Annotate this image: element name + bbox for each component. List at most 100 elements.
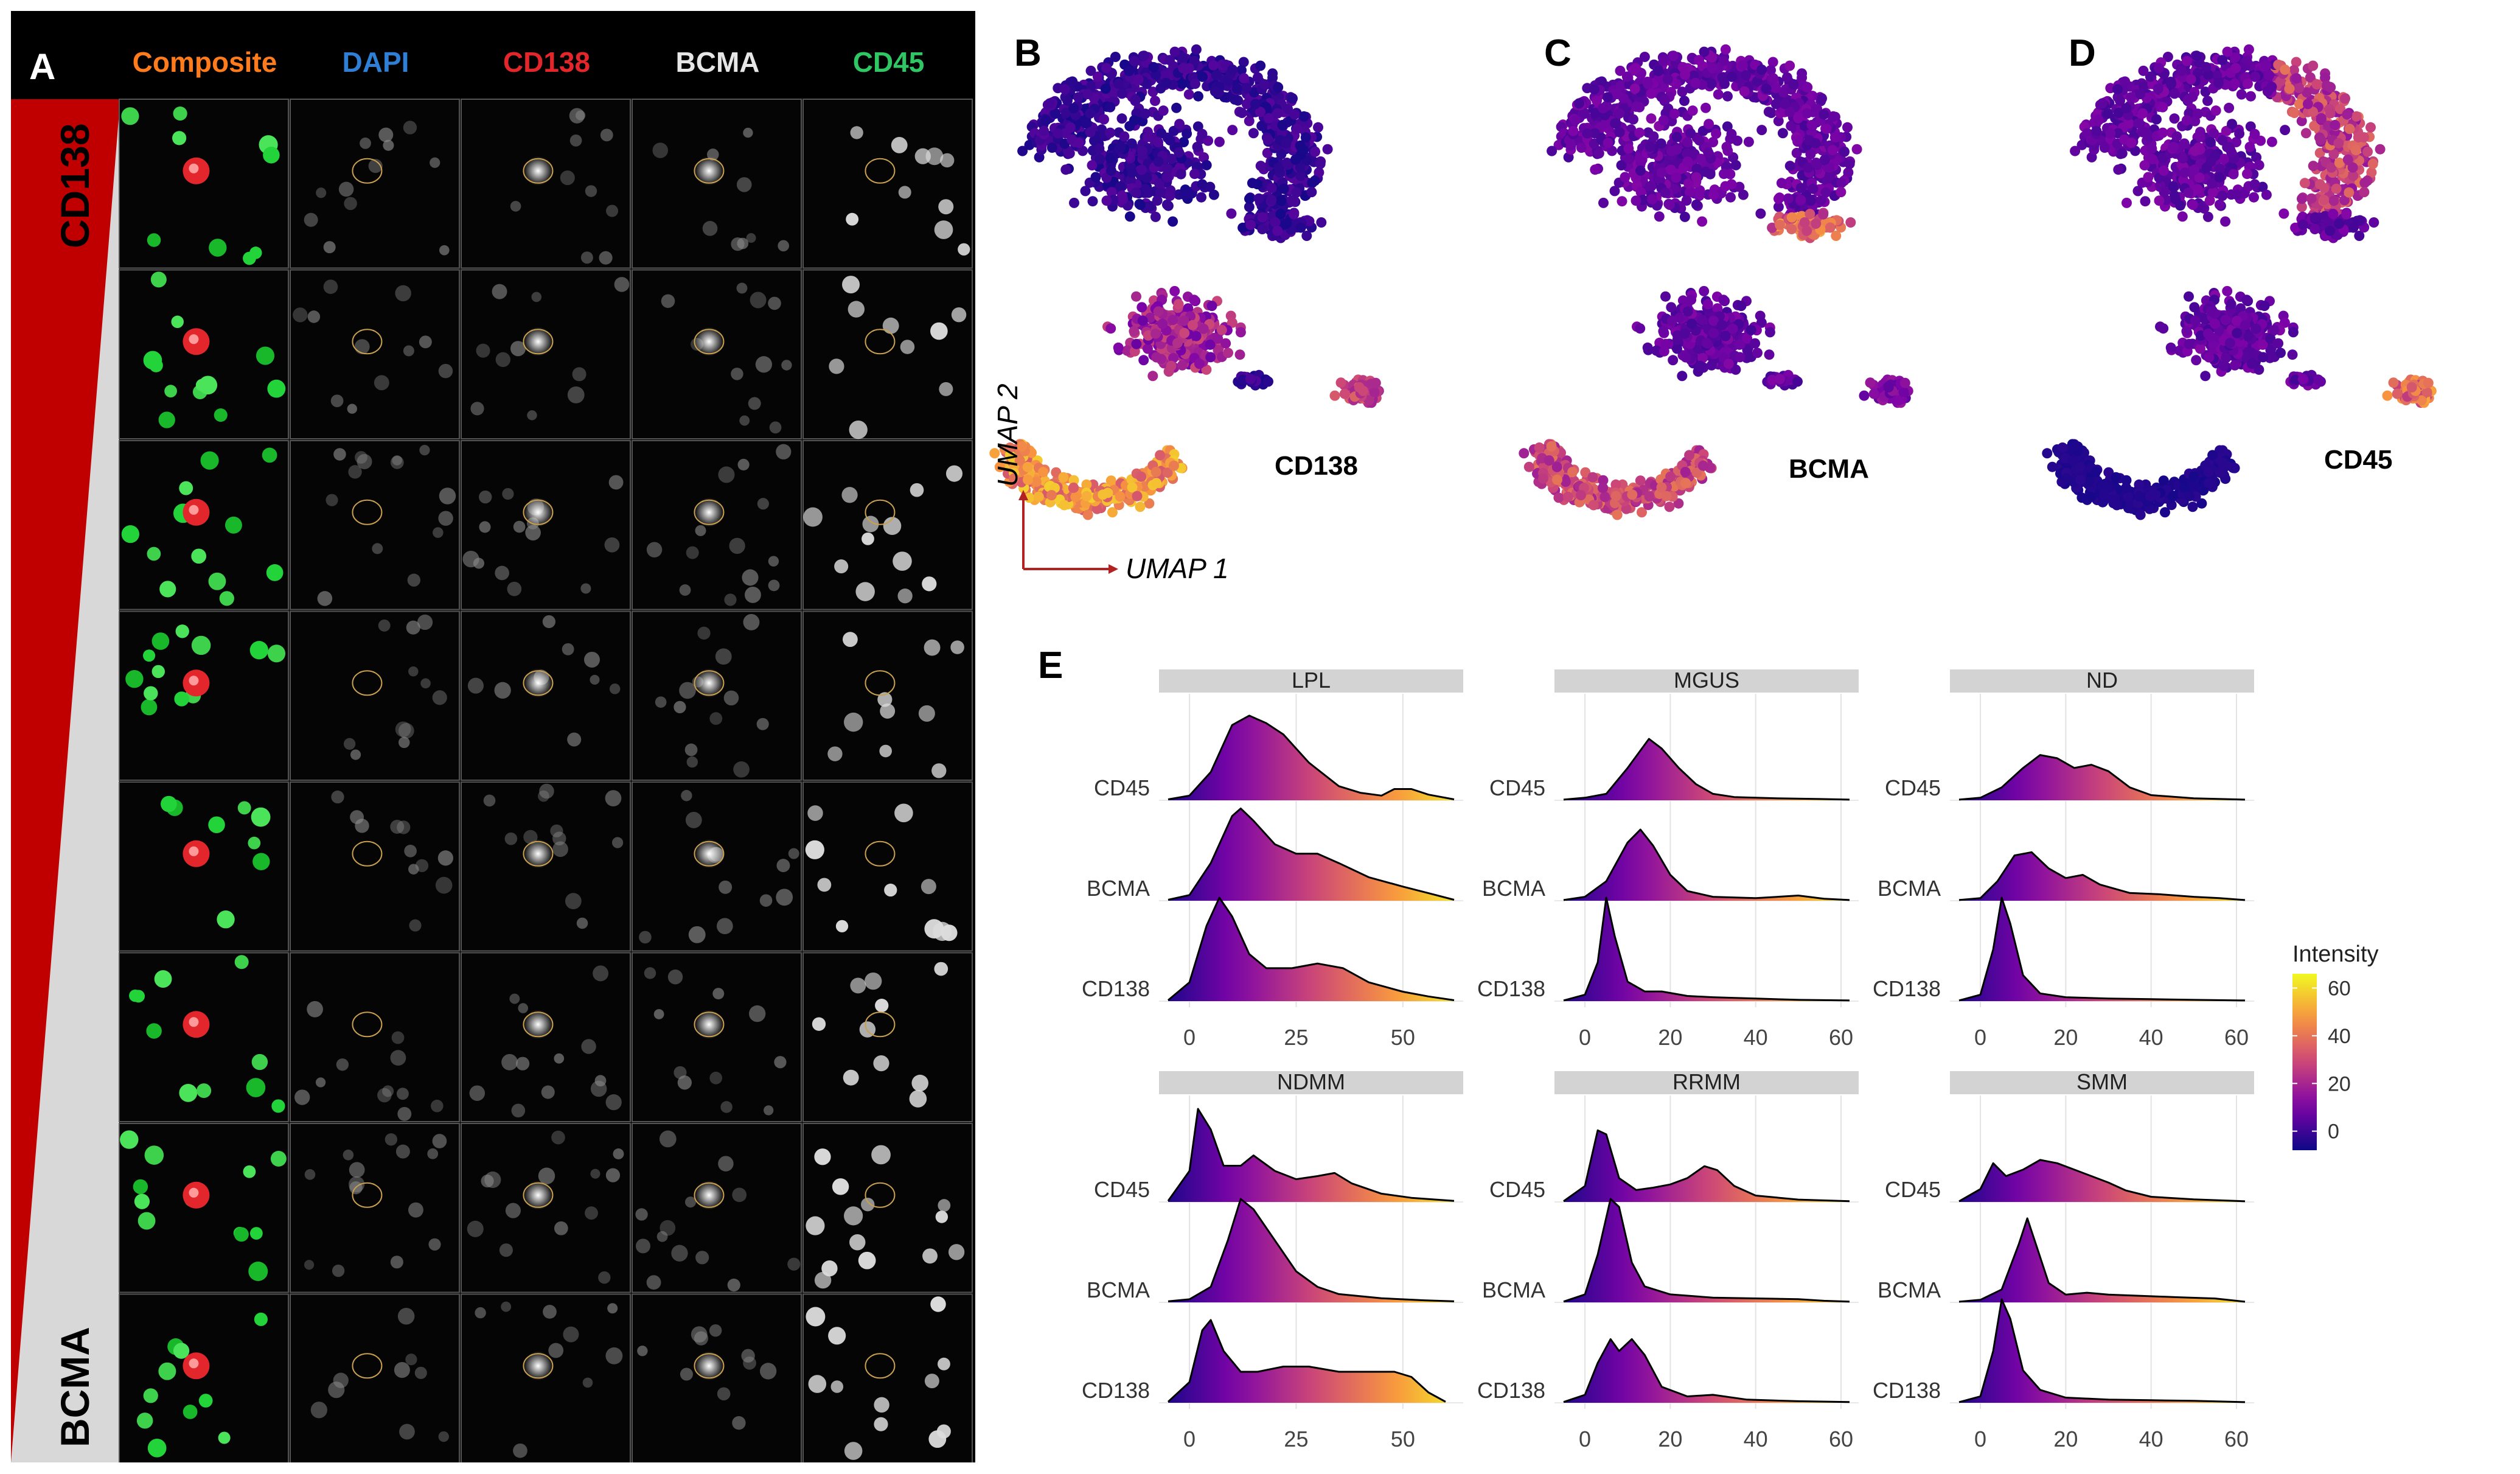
umap-point — [1158, 105, 1169, 116]
umap-x-label: UMAP 1 — [1126, 553, 1229, 584]
umap-point — [2134, 491, 2145, 501]
umap-point — [1315, 158, 1326, 169]
umap-point — [1795, 195, 1806, 205]
tile-r1-c3 — [461, 99, 631, 269]
umap-point — [1205, 339, 1216, 350]
umap-point — [1263, 376, 1273, 387]
umap-point — [1154, 178, 1164, 189]
umap-point — [2190, 145, 2200, 156]
umap-point — [1068, 475, 1079, 486]
umap-point — [2205, 137, 2216, 148]
umap-point — [1706, 79, 1717, 89]
umap-point — [1198, 323, 1209, 334]
umap-point — [1685, 128, 1696, 139]
umap-point — [1775, 220, 1785, 230]
umap-point — [1168, 352, 1179, 363]
umap-point — [2086, 491, 2097, 502]
umap-point — [2191, 51, 2202, 61]
umap-point — [1788, 79, 1799, 89]
umap-point — [1059, 500, 1070, 511]
umap-point — [1245, 220, 1256, 230]
umap-point — [2097, 98, 2108, 109]
umap-point — [2258, 352, 2269, 363]
umap-point — [1276, 195, 1287, 206]
umap-point — [1105, 127, 1116, 138]
umap-point — [2099, 142, 2110, 153]
umap-point — [1631, 195, 1641, 206]
umap-point — [1725, 192, 1736, 203]
umap-point — [2195, 131, 2205, 142]
umap-point — [1105, 323, 1116, 334]
umap-point — [1743, 136, 1754, 147]
umap-point — [1122, 345, 1133, 356]
umap-point — [1115, 141, 1126, 152]
umap-point — [2168, 181, 2179, 192]
umap-point — [2184, 491, 2195, 501]
umap-point — [2300, 128, 2311, 139]
umap-point — [1231, 83, 1242, 94]
umap-point — [1792, 376, 1803, 387]
umap-point — [2111, 500, 2122, 511]
tile-r6-c2 — [290, 952, 460, 1122]
umap-point — [1792, 134, 1803, 145]
umap-point — [1617, 196, 1627, 207]
umap-point — [1519, 448, 1530, 459]
tile-r2-c2 — [290, 269, 460, 439]
x-tick-label: 25 — [1284, 1025, 1308, 1050]
row-label-cd138: CD138 — [1477, 976, 1545, 1001]
umap-point — [1553, 492, 1564, 503]
umap-point — [1770, 83, 1781, 93]
umap-point — [1610, 491, 1621, 501]
umap-point — [1612, 509, 1623, 520]
umap-point — [1161, 199, 1172, 210]
tile-r5-c5 — [802, 781, 973, 952]
umap-point — [1208, 189, 1219, 200]
umap-point — [1287, 195, 1297, 206]
umap-point — [2328, 148, 2339, 159]
tile-r5-c2 — [290, 781, 460, 952]
umap-point — [2226, 299, 2236, 310]
umap-point — [1161, 77, 1172, 88]
umap-point — [2133, 118, 2144, 129]
umap-point — [1810, 138, 1821, 148]
umap-point — [2230, 63, 2241, 74]
umap-point — [1665, 471, 1676, 482]
umap-point — [2126, 138, 2137, 148]
column-header-cd45: CD45 — [853, 46, 925, 78]
umap-point — [2344, 124, 2355, 134]
umap-point — [1201, 159, 1212, 170]
umap-point — [1761, 83, 1772, 94]
ridge-cd138 — [1959, 898, 2245, 1001]
umap-point — [2168, 141, 2179, 152]
umap-point — [1310, 146, 1320, 157]
umap-point — [1130, 187, 1141, 198]
umap-point — [2362, 146, 2373, 157]
umap-point — [1574, 98, 1584, 109]
umap-point — [2224, 338, 2235, 349]
ridge-cd138 — [1168, 898, 1454, 1001]
umap-point — [1142, 131, 1153, 142]
umap-point — [1295, 162, 1306, 173]
facet-title: ND — [2086, 668, 2118, 693]
panel-d-label: D — [2069, 32, 2096, 74]
umap-point — [2140, 196, 2151, 207]
panel-a-image-grid: A Composite DAPI CD138 BCMA CD45 CD138 BCMA — [11, 11, 975, 1462]
umap-point — [1189, 169, 1200, 180]
umap-point — [2333, 138, 2344, 148]
umap-point — [2075, 461, 2086, 472]
umap-point — [2284, 83, 2295, 94]
umap-point — [2254, 159, 2264, 170]
umap-point — [2098, 490, 2109, 501]
x-tick-label: 40 — [1744, 1025, 1768, 1050]
umap-point — [1672, 343, 1682, 354]
umap-point — [2342, 154, 2353, 165]
umap-point — [1801, 108, 1812, 119]
umap-point — [1105, 165, 1116, 176]
umap-point — [2113, 164, 2124, 175]
umap-label-bcma: BCMA — [1789, 454, 1869, 484]
umap-point — [1179, 315, 1189, 326]
tile-r3-c3 — [461, 440, 631, 610]
umap-point — [1115, 181, 1126, 192]
umap-point — [1704, 119, 1714, 130]
umap-point — [1723, 358, 1734, 369]
